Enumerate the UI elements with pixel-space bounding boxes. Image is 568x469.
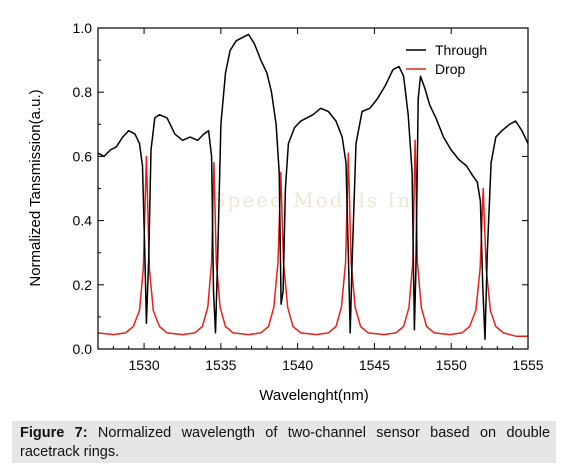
y-tick-label: 0.2 xyxy=(73,277,93,293)
caption-label: Figure 7: xyxy=(20,425,88,441)
x-tick-label: 1540 xyxy=(282,357,313,373)
y-tick-label: 1.0 xyxy=(73,20,93,36)
series-line-through xyxy=(97,33,529,341)
y-tick-label: 0.0 xyxy=(73,341,93,357)
x-tick-label: 1535 xyxy=(205,357,236,373)
legend-label-drop: Drop xyxy=(435,61,466,77)
figure-caption: Figure 7: Normalized wavelength of two-c… xyxy=(12,421,556,463)
axes: 1530 1535 1540 1545 1550 1555 0.0 0.2 0.4 0.6 0.8 1… xyxy=(73,20,544,373)
series-layer xyxy=(97,33,529,341)
x-tick-label: 1545 xyxy=(359,357,390,373)
plot-background xyxy=(98,28,528,349)
x-tick-label: 1530 xyxy=(128,357,159,373)
x-tick-label: 1550 xyxy=(436,357,467,373)
y-tick-label: 0.6 xyxy=(73,148,93,164)
plot-area xyxy=(98,28,528,349)
y-tick-label: 0.8 xyxy=(73,84,93,100)
y-tick-label: 0.4 xyxy=(73,213,93,229)
y-axis-label: Normalized Tansmission(a.u.) xyxy=(27,89,44,286)
caption-text: Normalized wavelength of two-channel sen… xyxy=(20,425,551,460)
watermark: Speed Models In xyxy=(212,188,412,212)
watermark-text: Speed Models In xyxy=(212,188,412,212)
x-axis-label: Wavelenght(nm) xyxy=(259,387,368,404)
series-line-drop xyxy=(97,139,528,337)
legend-label-through: Through xyxy=(435,42,487,58)
legend: Through Drop xyxy=(406,42,487,77)
x-tick-label: 1555 xyxy=(512,357,543,373)
chart: Speed Models In 1530 1535 1540 1545 1550 1555… xyxy=(27,20,544,404)
